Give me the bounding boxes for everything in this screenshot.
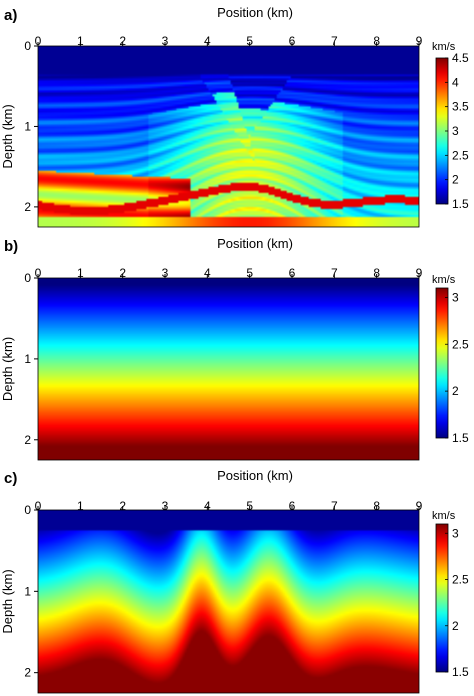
x-tick-label: 1 — [77, 266, 84, 280]
y-tick-label: 2 — [24, 433, 31, 447]
colorbar-tick-label: 2.5 — [452, 337, 469, 351]
colorbar-tick-label: 4.5 — [452, 51, 469, 65]
y-tick-label: 2 — [24, 200, 31, 214]
plot-frame — [37, 509, 420, 694]
colorbar — [435, 523, 449, 673]
x-tick-label: 2 — [119, 499, 126, 513]
x-tick-label: 1 — [77, 34, 84, 48]
plot-frame — [37, 45, 420, 228]
colorbar-unit: km/s — [432, 510, 456, 522]
y-tick-label: 0 — [24, 271, 31, 285]
x-tick-label: 3 — [162, 34, 169, 48]
x-tick-label: 5 — [246, 266, 253, 280]
colorbar-tick-label: 1.5 — [452, 197, 469, 211]
x-tick-label: 0 — [35, 499, 42, 513]
y-tick-label: 1 — [24, 584, 31, 598]
colorbar-tick-label: 3 — [452, 124, 459, 138]
x-tick-label: 4 — [204, 266, 211, 280]
velocity-heatmap — [38, 278, 419, 460]
colorbar-tick-label: 2 — [452, 173, 459, 187]
colorbar-tick-label: 3.5 — [452, 100, 469, 114]
x-tick-label: 0 — [35, 266, 42, 280]
colorbar-unit: km/s — [432, 41, 456, 53]
x-tick-label: 7 — [331, 34, 338, 48]
x-axis-title: Position (km) — [217, 236, 293, 251]
colorbar-tick-label: 4 — [452, 75, 459, 89]
x-tick-label: 9 — [416, 34, 423, 48]
colorbar-unit: km/s — [432, 274, 456, 286]
x-tick-label: 3 — [162, 266, 169, 280]
x-tick-label: 6 — [289, 266, 296, 280]
colorbar-tick-label: 3 — [452, 290, 459, 304]
x-tick-label: 0 — [35, 34, 42, 48]
colorbar-tick-label: 1.5 — [452, 665, 469, 679]
y-axis-title: Depth (km) — [0, 337, 15, 401]
x-tick-label: 5 — [246, 34, 253, 48]
x-tick-label: 9 — [416, 499, 423, 513]
x-tick-label: 5 — [246, 499, 253, 513]
y-tick-label: 0 — [24, 503, 31, 517]
y-axis-title: Depth (km) — [0, 104, 15, 168]
x-tick-label: 9 — [416, 266, 423, 280]
colorbar-tick-label: 2.5 — [452, 573, 469, 587]
y-tick-label: 0 — [24, 39, 31, 53]
x-tick-label: 7 — [331, 499, 338, 513]
x-tick-label: 2 — [119, 266, 126, 280]
x-tick-label: 4 — [204, 34, 211, 48]
x-tick-label: 8 — [373, 499, 380, 513]
panel-label: c) — [4, 470, 17, 487]
x-axis-title: Position (km) — [217, 5, 293, 20]
x-tick-label: 7 — [331, 266, 338, 280]
colorbar-tick-label: 3 — [452, 526, 459, 540]
x-tick-label: 6 — [289, 34, 296, 48]
x-tick-label: 8 — [373, 266, 380, 280]
x-tick-label: 6 — [289, 499, 296, 513]
velocity-heatmap — [38, 46, 419, 227]
x-tick-label: 8 — [373, 34, 380, 48]
x-tick-label: 1 — [77, 499, 84, 513]
panel-label: b) — [4, 238, 18, 255]
colorbar-tick-label: 2 — [452, 619, 459, 633]
y-axis-title: Depth (km) — [0, 569, 15, 633]
colorbar-tick-label: 2.5 — [452, 148, 469, 162]
panel-1: a) Position (km) 0 1 2 3 4 5 6 7 8 9 0 1 2 Depth (km) km… — [0, 5, 469, 228]
colorbar-tick-label: 1.5 — [452, 431, 469, 445]
x-tick-label: 2 — [119, 34, 126, 48]
x-tick-label: 3 — [162, 499, 169, 513]
colorbar-tick-label: 2 — [452, 384, 459, 398]
x-axis-title: Position (km) — [217, 468, 293, 483]
y-tick-label: 1 — [24, 352, 31, 366]
x-tick-label: 4 — [204, 499, 211, 513]
velocity-heatmap — [38, 510, 419, 693]
y-tick-label: 1 — [24, 119, 31, 133]
panel-2: b) Position (km) 0 1 2 3 4 5 6 7 8 9 0 1 2 Depth (km) km… — [0, 236, 469, 461]
y-tick-label: 2 — [24, 666, 31, 680]
plot-frame — [37, 277, 420, 461]
panel-label: a) — [4, 7, 17, 24]
colorbar — [435, 287, 449, 439]
panel-3: c) Position (km) 0 1 2 3 4 5 6 7 8 9 0 1 2 Depth (km) km… — [0, 468, 469, 694]
